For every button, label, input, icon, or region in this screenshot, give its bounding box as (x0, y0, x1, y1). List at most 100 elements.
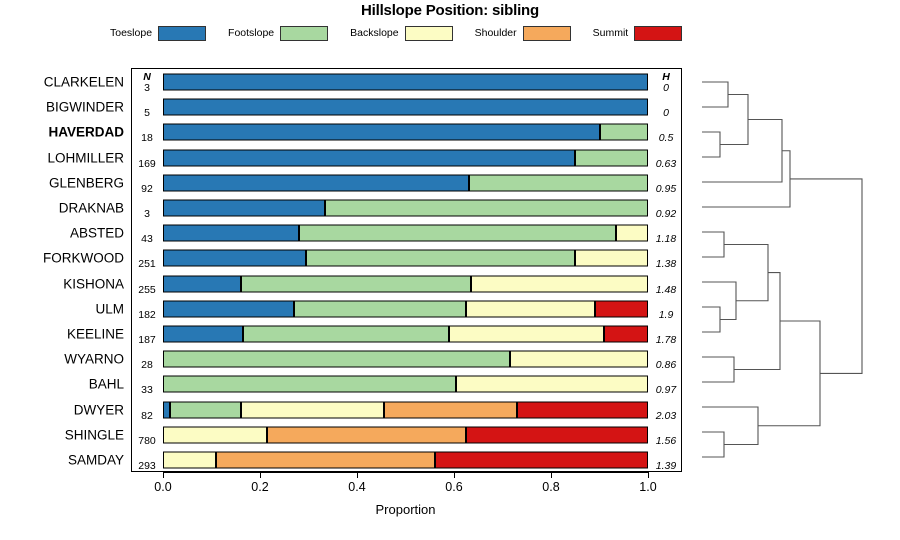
bar-segment-footslope (468, 174, 648, 192)
n-column: 3 5 18 169 92 3 43 251 255 182 187 28 33 82 780 293 (131, 68, 163, 472)
category-label-samday: SAMDAY (67, 452, 124, 468)
bar-segment-summit (434, 451, 648, 469)
bar-segment-summit (517, 401, 648, 419)
x-tick (551, 472, 552, 478)
n-value: 187 (138, 334, 156, 346)
h-value: 0 (663, 82, 669, 94)
h-value: 1.39 (655, 460, 677, 472)
bar-segment-toeslope (163, 174, 469, 192)
bar-segment-toeslope (163, 199, 326, 217)
category-label-forkwood: FORKWOOD (43, 250, 124, 266)
bar-segment-backslope (470, 275, 648, 293)
bar-row (163, 451, 648, 469)
bar-segment-summit (604, 325, 648, 343)
bar-segment-toeslope (163, 123, 600, 141)
bar-segment-shoulder (216, 451, 435, 469)
bar-row (163, 123, 648, 141)
bar-segment-footslope (575, 149, 648, 167)
bar-row (163, 275, 648, 293)
category-label-shingle: SHINGLE (64, 427, 124, 443)
legend-swatch-shoulder (522, 25, 571, 41)
legend-item-toeslope: Toeslope (110, 25, 207, 41)
bar-segment-toeslope (163, 224, 299, 242)
category-label-bigwinder: BIGWINDER (45, 99, 124, 115)
bar-segment-footslope (298, 224, 617, 242)
legend-swatch-footslope (280, 25, 329, 41)
h-value: 0.92 (655, 208, 677, 220)
x-tick (648, 472, 649, 478)
legend: Toeslope Footslope Backslope Shoulder Su… (110, 24, 790, 42)
n-value: 182 (138, 308, 156, 321)
legend-item-shoulder: Shoulder (474, 25, 571, 41)
legend-label: Toeslope (110, 27, 153, 39)
category-label-kishona: KISHONA (63, 276, 124, 292)
bar-row (163, 224, 648, 242)
h-column-header: H (662, 71, 670, 83)
x-tick (454, 472, 455, 478)
bar-row (163, 325, 648, 343)
h-value: 0 (663, 107, 669, 120)
bar-segment-toeslope (163, 325, 244, 343)
legend-label: Footslope (228, 27, 275, 39)
n-column-header: N (143, 71, 151, 83)
x-axis-title: Proportion (375, 502, 436, 517)
bar-segment-footslope (599, 123, 648, 141)
h-value: 1.38 (655, 258, 677, 271)
n-value: 251 (138, 258, 156, 271)
bar-segment-footslope (163, 375, 457, 393)
x-tick-label: 1.0 (639, 480, 657, 494)
legend-swatch-summit (634, 25, 683, 41)
n-value: 3 (144, 208, 150, 220)
legend-swatch-backslope (404, 25, 453, 41)
bar-row (163, 375, 648, 393)
legend-item-footslope: Footslope (228, 25, 329, 41)
bar-segment-footslope (243, 325, 450, 343)
bar-row (163, 174, 648, 192)
legend-label: Shoulder (474, 27, 517, 39)
bar-row (163, 401, 648, 419)
category-label-draknab: DRAKNAB (58, 200, 124, 216)
n-value: 5 (144, 107, 150, 120)
category-axis-labels: CLARKELEN BIGWINDER HAVERDAD LOHMILLER GLENB… (0, 68, 128, 472)
bar-segment-backslope (449, 325, 605, 343)
bar-segment-toeslope (163, 149, 576, 167)
h-value: 0.95 (655, 182, 677, 195)
n-value: 780 (138, 434, 156, 447)
x-tick-label: 0.4 (348, 480, 366, 494)
h-value: 1.78 (655, 334, 677, 346)
page-title: Hillslope Position: sibling (361, 2, 539, 19)
bar-segment-backslope (163, 451, 217, 469)
x-axis: 0.0 0.2 0.4 0.6 0.8 1.0 (154, 472, 657, 494)
n-value: 28 (141, 359, 153, 372)
bar-segment-toeslope (163, 98, 648, 116)
n-value: 92 (141, 182, 153, 195)
bar-segment-shoulder (267, 426, 467, 444)
category-label-ulm: ULM (95, 301, 124, 317)
bar-segment-footslope (240, 275, 471, 293)
x-tick (260, 472, 261, 478)
h-value: 1.56 (655, 434, 677, 447)
category-label-clarkelen: CLARKELEN (43, 74, 124, 90)
bar-segment-backslope (240, 401, 384, 419)
bar-segment-toeslope (163, 401, 171, 419)
plot-frame (131, 68, 682, 472)
category-label-dwyer: DWYER (73, 402, 124, 418)
bar-row (163, 73, 648, 91)
bar-segment-backslope (616, 224, 648, 242)
h-value: 0.5 (658, 132, 674, 145)
bar-segment-backslope (575, 249, 648, 267)
bar-segment-summit (594, 300, 648, 318)
h-value: 0.97 (655, 384, 677, 397)
legend-item-backslope: Backslope (350, 25, 453, 41)
h-value: 0.86 (655, 359, 677, 372)
legend-label: Backslope (350, 27, 399, 39)
x-tick-label: 0.8 (542, 480, 560, 494)
n-value: 293 (138, 460, 156, 472)
n-value: 82 (141, 409, 153, 422)
bar-segment-toeslope (163, 249, 307, 267)
n-value: 18 (141, 132, 153, 145)
category-label-wyarno: WYARNO (64, 351, 124, 367)
h-value: 2.03 (655, 409, 677, 422)
n-value: 169 (138, 157, 156, 170)
x-tick (357, 472, 358, 478)
